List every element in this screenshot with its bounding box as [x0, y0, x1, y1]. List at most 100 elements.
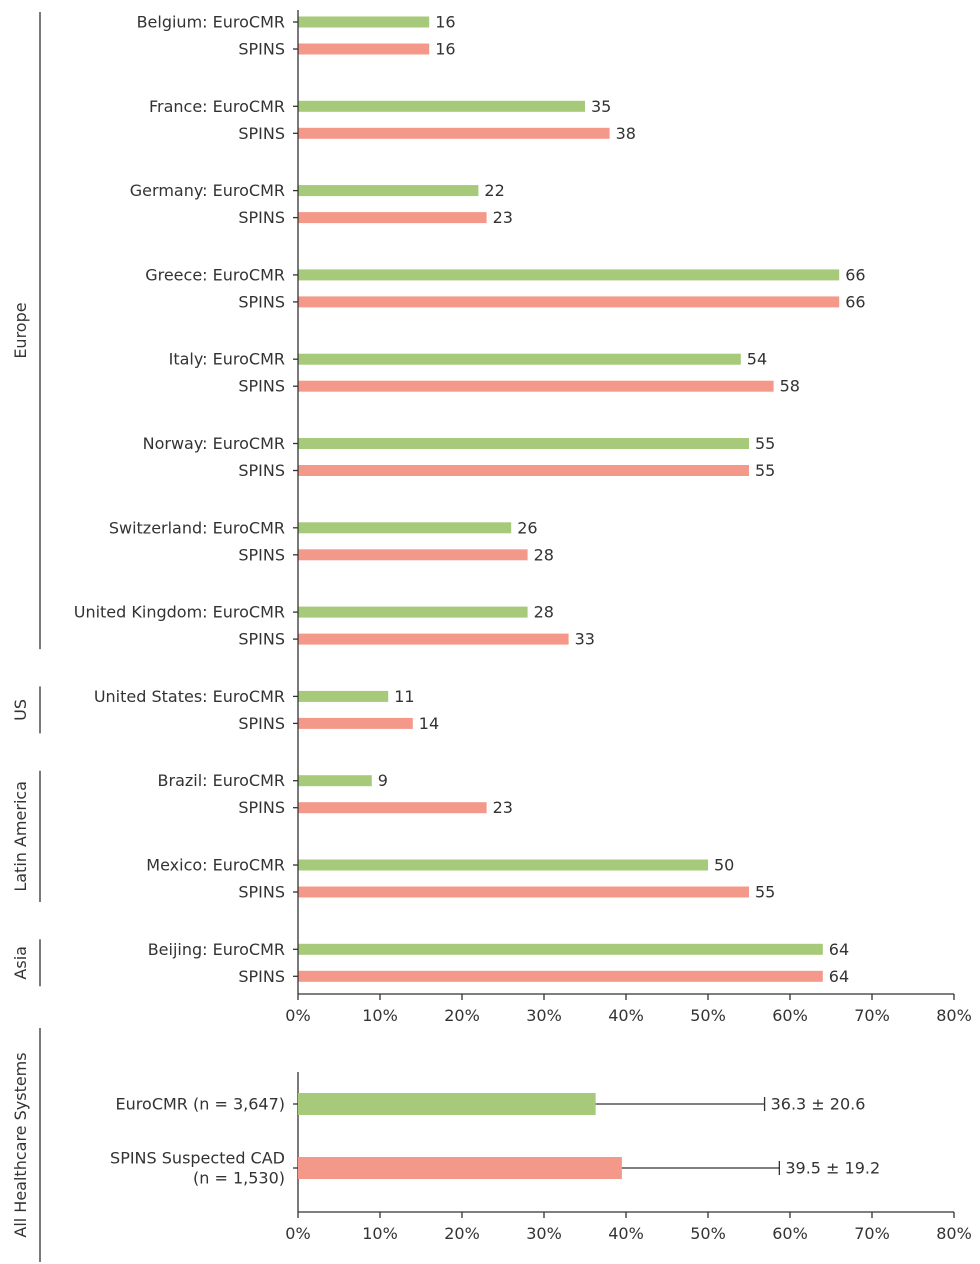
data-label: 66 [845, 292, 865, 311]
x-tick-label: 10% [362, 1224, 398, 1243]
data-label: 23 [493, 208, 513, 227]
data-label: 28 [534, 545, 554, 564]
group-label: All Healthcare Systems [11, 1052, 30, 1237]
x-tick-label: 60% [772, 1006, 808, 1025]
data-label: 14 [419, 714, 439, 733]
x-tick-label: 0% [285, 1224, 310, 1243]
bar-spins [298, 970, 823, 982]
bar-spins [298, 549, 528, 561]
bar-spins [298, 633, 569, 645]
group-label: US [11, 699, 30, 721]
data-label: 50 [714, 856, 734, 875]
category-label: SPINS [238, 292, 285, 311]
data-label: 64 [829, 940, 849, 959]
data-label: 16 [435, 13, 455, 32]
bar-spins [298, 296, 840, 308]
category-label: SPINS [238, 545, 285, 564]
data-label: 36.3 ± 20.6 [771, 1095, 866, 1114]
category-label: SPINS [238, 40, 285, 59]
x-tick-label: 80% [936, 1224, 972, 1243]
x-tick-label: 50% [690, 1224, 726, 1243]
bar-eurocmr [298, 16, 430, 28]
data-label: 58 [780, 377, 800, 396]
x-tick-label: 20% [444, 1006, 480, 1025]
group-label: Asia [11, 946, 30, 980]
x-tick-label: 70% [854, 1224, 890, 1243]
data-label: 22 [484, 181, 504, 200]
data-label: 66 [845, 265, 865, 284]
category-label: SPINS Suspected CAD [110, 1149, 285, 1168]
bar-eurocmr-overall [298, 1093, 596, 1115]
category-label: United States: EuroCMR [94, 687, 285, 706]
x-tick-label: 30% [526, 1006, 562, 1025]
data-label: 35 [591, 97, 611, 116]
data-label: 23 [493, 798, 513, 817]
category-label: Greece: EuroCMR [145, 265, 285, 284]
bar-eurocmr [298, 859, 708, 871]
category-label: United Kingdom: EuroCMR [74, 603, 285, 622]
data-label: 64 [829, 967, 849, 986]
category-label: SPINS [238, 124, 285, 143]
bar-eurocmr [298, 775, 372, 787]
bar-eurocmr [298, 522, 512, 534]
group-label: Europe [11, 302, 30, 358]
bar-spins [298, 43, 430, 55]
bar-eurocmr [298, 606, 528, 618]
category-label: Mexico: EuroCMR [146, 856, 285, 875]
bar-spins-overall [298, 1157, 622, 1179]
group-label: Latin America [11, 781, 30, 892]
data-label: 9 [378, 771, 388, 790]
x-tick-label: 10% [362, 1006, 398, 1025]
data-label: 11 [394, 687, 414, 706]
category-label: Norway: EuroCMR [143, 434, 285, 453]
category-label: France: EuroCMR [149, 97, 285, 116]
category-label: Brazil: EuroCMR [158, 771, 285, 790]
data-label: 55 [755, 883, 775, 902]
data-label: 33 [575, 630, 595, 649]
category-label: Belgium: EuroCMR [137, 13, 285, 32]
category-label: Germany: EuroCMR [130, 181, 285, 200]
category-label: EuroCMR (n = 3,647) [116, 1095, 285, 1114]
x-tick-label: 70% [854, 1006, 890, 1025]
bar-spins [298, 127, 610, 139]
category-label: SPINS [238, 883, 285, 902]
category-label: SPINS [238, 630, 285, 649]
data-label: 39.5 ± 19.2 [785, 1159, 880, 1178]
category-label: (n = 1,530) [193, 1169, 285, 1188]
bar-eurocmr [298, 943, 823, 955]
bar-eurocmr [298, 100, 585, 112]
bar-spins [298, 802, 487, 814]
x-tick-label: 80% [936, 1006, 972, 1025]
category-label: SPINS [238, 967, 285, 986]
data-label: 28 [534, 603, 554, 622]
bar-eurocmr [298, 438, 749, 449]
category-label: SPINS [238, 714, 285, 733]
data-label: 55 [755, 434, 775, 453]
data-label: 54 [747, 350, 767, 369]
category-label: SPINS [238, 377, 285, 396]
x-tick-label: 40% [608, 1224, 644, 1243]
data-label: 16 [435, 40, 455, 59]
x-tick-label: 50% [690, 1006, 726, 1025]
category-label: Switzerland: EuroCMR [109, 518, 285, 537]
bar-eurocmr [298, 185, 479, 197]
data-label: 55 [755, 461, 775, 480]
bar-spins [298, 212, 487, 224]
data-label: 38 [616, 124, 636, 143]
x-tick-label: 30% [526, 1224, 562, 1243]
bar-eurocmr [298, 690, 389, 702]
category-label: Beijing: EuroCMR [148, 940, 285, 959]
category-label: Italy: EuroCMR [169, 350, 285, 369]
bar-spins [298, 886, 749, 898]
bar-spins [298, 717, 413, 729]
bar-eurocmr [298, 353, 741, 365]
category-label: SPINS [238, 461, 285, 480]
x-tick-label: 20% [444, 1224, 480, 1243]
bar-eurocmr [298, 269, 840, 281]
category-label: SPINS [238, 208, 285, 227]
bar-spins [298, 465, 749, 476]
x-tick-label: 0% [285, 1006, 310, 1025]
bar-spins [298, 380, 774, 392]
x-tick-label: 60% [772, 1224, 808, 1243]
